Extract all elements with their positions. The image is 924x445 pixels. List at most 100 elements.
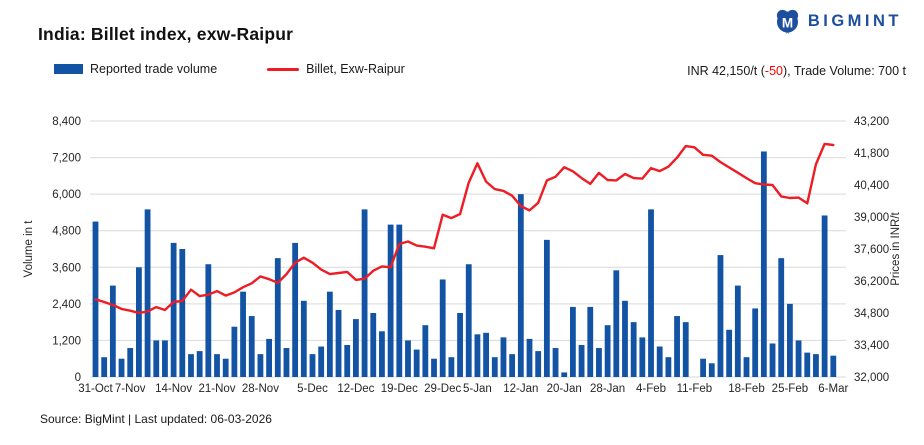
volume-bar: [448, 357, 455, 377]
brand-logo: M BIGMINT: [774, 8, 902, 35]
bigmint-logo-icon: M: [776, 9, 798, 34]
volume-bar: [752, 308, 759, 377]
volume-bar: [431, 358, 437, 377]
volume-bar: [405, 340, 411, 377]
volume-bar: [726, 329, 733, 377]
volume-bar: [196, 351, 203, 377]
x-tick-label: 6-Mar: [818, 383, 848, 395]
volume-bar: [656, 346, 663, 377]
price-line: [94, 142, 835, 315]
volume-bar: [613, 270, 620, 377]
volume-bar: [309, 354, 316, 377]
volume-bar: [335, 309, 342, 377]
volume-bar: [318, 346, 325, 377]
x-tick-label: 28-Nov: [242, 383, 279, 395]
volume-bar: [214, 354, 220, 377]
x-tick-label: 4-Feb: [636, 383, 666, 395]
volume-bar: [387, 224, 394, 377]
x-tick-label: 21-Nov: [198, 383, 235, 395]
y-right-tick-label: 36,200: [854, 276, 889, 288]
x-tick-label: 28-Jan: [590, 383, 625, 395]
brand-name: BIGMINT: [807, 12, 902, 30]
y-left-tick-label: 4,800: [52, 226, 81, 238]
volume-bar: [717, 255, 724, 377]
y-left-tick-label: 0: [75, 372, 81, 384]
volume-bar: [561, 372, 568, 377]
y-left-axis-title: Volume in t: [23, 220, 35, 278]
volume-bar: [118, 358, 125, 377]
volume-bar: [292, 242, 299, 377]
legend-item-volume: Reported trade volume: [54, 62, 217, 76]
volume-bar: [283, 348, 290, 377]
volume-bar: [179, 249, 186, 377]
volume-bar: [639, 337, 646, 377]
source-note: Source: BigMint | Last updated: 06-03-20…: [40, 412, 272, 426]
x-tick-label: 11-Feb: [677, 383, 713, 395]
volume-bar: [578, 345, 585, 377]
y-right-tick-label: 39,000: [854, 212, 889, 224]
volume-bar: [162, 340, 168, 377]
volume-bar: [804, 352, 811, 377]
volume-bar: [439, 279, 446, 377]
page-title: India: Billet index, exw-Raipur: [38, 24, 294, 44]
y-right-tick-label: 41,800: [854, 148, 889, 160]
volume-bar: [517, 194, 524, 377]
volume-bar: [622, 300, 628, 377]
x-tick-label: 5-Jan: [463, 383, 492, 395]
x-tick-label: 7-Nov: [115, 383, 146, 395]
volume-bar: [144, 209, 151, 377]
legend-bar-label: Reported trade volume: [90, 62, 218, 76]
x-tick-label: 25-Feb: [772, 383, 808, 395]
y-left-tick-label: 6,000: [52, 189, 81, 201]
volume-bar: [734, 285, 741, 377]
volume-bar: [240, 291, 246, 377]
svg-text:M: M: [782, 16, 793, 31]
volume-bar: [344, 345, 351, 377]
x-tick-label: 12-Jan: [503, 383, 538, 395]
y-right-tick-label: 33,400: [854, 340, 889, 352]
volume-bar: [465, 264, 472, 377]
volume-bar: [257, 354, 264, 377]
volume-bar: [700, 358, 706, 377]
volume-bar: [474, 334, 481, 377]
x-tick-label: 14-Nov: [155, 383, 192, 395]
y-right-tick-label: 34,800: [854, 308, 889, 320]
volume-bar: [222, 358, 229, 377]
volume-bar: [665, 357, 672, 377]
volume-bar: [821, 215, 828, 377]
volume-bar: [830, 355, 837, 377]
x-tick-label: 29-Dec: [424, 383, 461, 395]
y-left-tick-label: 2,400: [52, 299, 81, 311]
volume-bar: [300, 300, 307, 377]
volume-bar: [457, 313, 463, 377]
y-left-tick-label: 1,200: [52, 335, 81, 347]
volume-bar: [370, 313, 377, 377]
volume-bar: [491, 357, 498, 377]
volume-bar: [361, 209, 368, 377]
volume-bar: [136, 267, 142, 377]
x-tick-label: 20-Jan: [547, 383, 582, 395]
volume-bar: [570, 306, 576, 377]
y-right-axis-title: Prices in INR/t: [890, 211, 902, 285]
volume-bar: [769, 343, 776, 377]
volume-bar: [743, 357, 750, 377]
y-left-tick-label: 7,200: [52, 153, 81, 165]
volume-bar: [422, 325, 429, 377]
volume-bar: [535, 351, 542, 377]
volume-bar: [483, 332, 489, 377]
volume-bar: [760, 151, 767, 377]
legend-bar-swatch-icon: [54, 64, 83, 74]
volume-bar: [231, 326, 238, 377]
volume-bar: [509, 354, 516, 377]
volume-bar: [795, 340, 802, 377]
volume-bar: [682, 322, 689, 377]
y-right-tick-label: 37,600: [854, 244, 889, 256]
x-tick-label: 31-Oct: [78, 383, 113, 395]
volume-bar: [630, 322, 637, 377]
volume-bar: [109, 285, 116, 377]
volume-bar: [648, 209, 654, 377]
volume-bar: [500, 337, 507, 377]
volume-bar: [353, 319, 359, 377]
volume-bar: [248, 316, 255, 377]
